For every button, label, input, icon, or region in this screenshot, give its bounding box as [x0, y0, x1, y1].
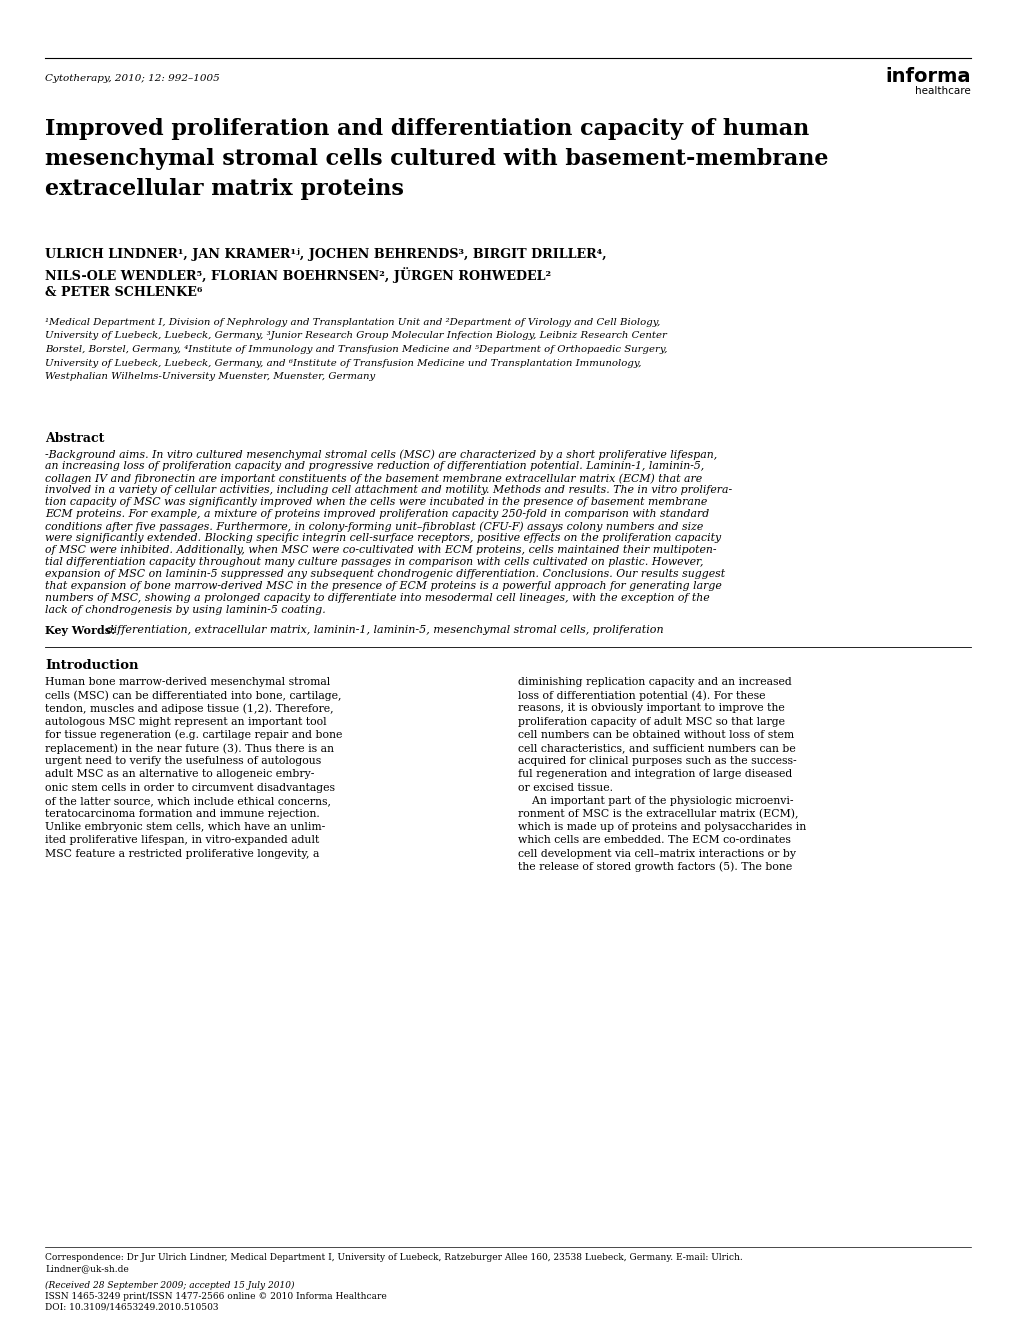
Text: cell development via cell–matrix interactions or by: cell development via cell–matrix interac… — [518, 848, 796, 859]
Text: DOI: 10.3109/14653249.2010.510503: DOI: 10.3109/14653249.2010.510503 — [45, 1303, 218, 1312]
Text: lack of chondrogenesis by using laminin-5 coating.: lack of chondrogenesis by using laminin-… — [45, 605, 326, 615]
Text: ¹Medical Department I, Division of Nephrology and Transplantation Unit and ²Depa: ¹Medical Department I, Division of Nephr… — [45, 318, 660, 327]
Text: of MSC were inhibited. Additionally, when MSC were co-cultivated with ECM protei: of MSC were inhibited. Additionally, whe… — [45, 545, 716, 556]
Text: conditions after five passages. Furthermore, in colony-forming unit–fibroblast (: conditions after five passages. Furtherm… — [45, 521, 703, 532]
Text: An important part of the physiologic microenvi-: An important part of the physiologic mic… — [518, 796, 793, 806]
Text: which is made up of proteins and polysaccharides in: which is made up of proteins and polysac… — [518, 822, 807, 832]
Text: for tissue regeneration (e.g. cartilage repair and bone: for tissue regeneration (e.g. cartilage … — [45, 730, 342, 741]
Text: healthcare: healthcare — [915, 86, 971, 97]
Text: ronment of MSC is the extracellular matrix (ECM),: ronment of MSC is the extracellular matr… — [518, 808, 799, 819]
Text: tion capacity of MSC was significantly improved when the cells were incubated in: tion capacity of MSC was significantly i… — [45, 497, 707, 507]
Text: differentiation, extracellular matrix, laminin-1, laminin-5, mesenchymal stromal: differentiation, extracellular matrix, l… — [103, 624, 663, 635]
Text: Lindner@uk-sh.de: Lindner@uk-sh.de — [45, 1263, 129, 1273]
Text: proliferation capacity of adult MSC so that large: proliferation capacity of adult MSC so t… — [518, 717, 785, 726]
Text: cell characteristics, and sufficient numbers can be: cell characteristics, and sufficient num… — [518, 744, 796, 753]
Text: (Received 28 September 2009; accepted 15 July 2010): (Received 28 September 2009; accepted 15… — [45, 1281, 295, 1290]
Text: tendon, muscles and adipose tissue (1,2). Therefore,: tendon, muscles and adipose tissue (1,2)… — [45, 704, 333, 714]
Text: University of Luebeck, Luebeck, Germany, ³Junior Research Group Molecular Infect: University of Luebeck, Luebeck, Germany,… — [45, 332, 666, 340]
Text: Abstract: Abstract — [45, 433, 105, 445]
Text: University of Luebeck, Luebeck, Germany, and ⁶Institute of Transfusion Medicine : University of Luebeck, Luebeck, Germany,… — [45, 359, 641, 368]
Text: of the latter source, which include ethical concerns,: of the latter source, which include ethi… — [45, 796, 331, 806]
Text: reasons, it is obviously important to improve the: reasons, it is obviously important to im… — [518, 704, 784, 713]
Text: expansion of MSC on laminin-5 suppressed any subsequent chondrogenic differentia: expansion of MSC on laminin-5 suppressed… — [45, 569, 725, 579]
Text: Human bone marrow-derived mesenchymal stromal: Human bone marrow-derived mesenchymal st… — [45, 677, 330, 687]
Text: numbers of MSC, showing a prolonged capacity to differentiate into mesodermal ce: numbers of MSC, showing a prolonged capa… — [45, 593, 709, 603]
Text: cell numbers can be obtained without loss of stem: cell numbers can be obtained without los… — [518, 730, 795, 740]
Text: acquired for clinical purposes such as the success-: acquired for clinical purposes such as t… — [518, 757, 797, 766]
Text: teratocarcinoma formation and immune rejection.: teratocarcinoma formation and immune rej… — [45, 808, 320, 819]
Text: adult MSC as an alternative to allogeneic embry-: adult MSC as an alternative to allogenei… — [45, 770, 314, 779]
Text: or excised tissue.: or excised tissue. — [518, 783, 613, 792]
Text: Introduction: Introduction — [45, 659, 138, 672]
Text: tial differentiation capacity throughout many culture passages in comparison wit: tial differentiation capacity throughout… — [45, 557, 703, 568]
Text: ful regeneration and integration of large diseased: ful regeneration and integration of larg… — [518, 770, 792, 779]
Text: Unlike embryonic stem cells, which have an unlim-: Unlike embryonic stem cells, which have … — [45, 822, 325, 832]
Text: onic stem cells in order to circumvent disadvantages: onic stem cells in order to circumvent d… — [45, 783, 335, 792]
Text: diminishing replication capacity and an increased: diminishing replication capacity and an … — [518, 677, 791, 687]
Text: collagen IV and fibronectin are important constituents of the basement membrane : collagen IV and fibronectin are importan… — [45, 474, 702, 484]
Text: ISSN 1465-3249 print/ISSN 1477-2566 online © 2010 Informa Healthcare: ISSN 1465-3249 print/ISSN 1477-2566 onli… — [45, 1293, 387, 1301]
Text: which cells are embedded. The ECM co-ordinates: which cells are embedded. The ECM co-ord… — [518, 835, 790, 845]
Text: extracellular matrix proteins: extracellular matrix proteins — [45, 179, 404, 200]
Text: Cytotherapy, 2010; 12: 992–1005: Cytotherapy, 2010; 12: 992–1005 — [45, 74, 219, 83]
Text: autologous MSC might represent an important tool: autologous MSC might represent an import… — [45, 717, 326, 726]
Text: ited proliferative lifespan, in vitro-expanded adult: ited proliferative lifespan, in vitro-ex… — [45, 835, 319, 845]
Text: MSC feature a restricted proliferative longevity, a: MSC feature a restricted proliferative l… — [45, 848, 319, 859]
Text: Borstel, Borstel, Germany, ⁴Institute of Immunology and Transfusion Medicine and: Borstel, Borstel, Germany, ⁴Institute of… — [45, 345, 668, 355]
Text: mesenchymal stromal cells cultured with basement-membrane: mesenchymal stromal cells cultured with … — [45, 148, 828, 169]
Text: Key Words:: Key Words: — [45, 624, 115, 636]
Text: were significantly extended. Blocking specific integrin cell-surface receptors, : were significantly extended. Blocking sp… — [45, 533, 721, 542]
Text: urgent need to verify the usefulness of autologous: urgent need to verify the usefulness of … — [45, 757, 321, 766]
Text: that expansion of bone marrow-derived MSC in the presence of ECM proteins is a p: that expansion of bone marrow-derived MS… — [45, 581, 721, 591]
Text: an increasing loss of proliferation capacity and progressive reduction of differ: an increasing loss of proliferation capa… — [45, 460, 704, 471]
Text: ULRICH LINDNER¹, JAN KRAMER¹ʲ, JOCHEN BEHRENDS³, BIRGIT DRILLER⁴,: ULRICH LINDNER¹, JAN KRAMER¹ʲ, JOCHEN BE… — [45, 247, 607, 261]
Text: ­Background aims. In vitro cultured mesenchymal stromal cells (MSC) are characte: ­Background aims. In vitro cultured mese… — [45, 448, 717, 459]
Text: the release of stored growth factors (5). The bone: the release of stored growth factors (5)… — [518, 861, 792, 872]
Text: Westphalian Wilhelms-University Muenster, Muenster, Germany: Westphalian Wilhelms-University Muenster… — [45, 372, 375, 381]
Text: involved in a variety of cellular activities, including cell attachment and moti: involved in a variety of cellular activi… — [45, 486, 733, 495]
Text: replacement) in the near future (3). Thus there is an: replacement) in the near future (3). Thu… — [45, 744, 334, 754]
Text: loss of differentiation potential (4). For these: loss of differentiation potential (4). F… — [518, 691, 765, 701]
Text: Correspondence: Dr Jur Ulrich Lindner, Medical Department I, University of Luebe: Correspondence: Dr Jur Ulrich Lindner, M… — [45, 1253, 743, 1262]
Text: & PETER SCHLENKE⁶: & PETER SCHLENKE⁶ — [45, 286, 202, 299]
Text: cells (MSC) can be differentiated into bone, cartilage,: cells (MSC) can be differentiated into b… — [45, 691, 341, 701]
Text: NILS-OLE WENDLER⁵, FLORIAN BOEHRNSEN², JÜRGEN ROHWEDEL²: NILS-OLE WENDLER⁵, FLORIAN BOEHRNSEN², J… — [45, 267, 551, 283]
Text: ECM proteins. For example, a mixture of proteins improved proliferation capacity: ECM proteins. For example, a mixture of … — [45, 509, 709, 519]
Text: Improved proliferation and differentiation capacity of human: Improved proliferation and differentiati… — [45, 118, 810, 140]
Text: informa: informa — [886, 67, 971, 86]
